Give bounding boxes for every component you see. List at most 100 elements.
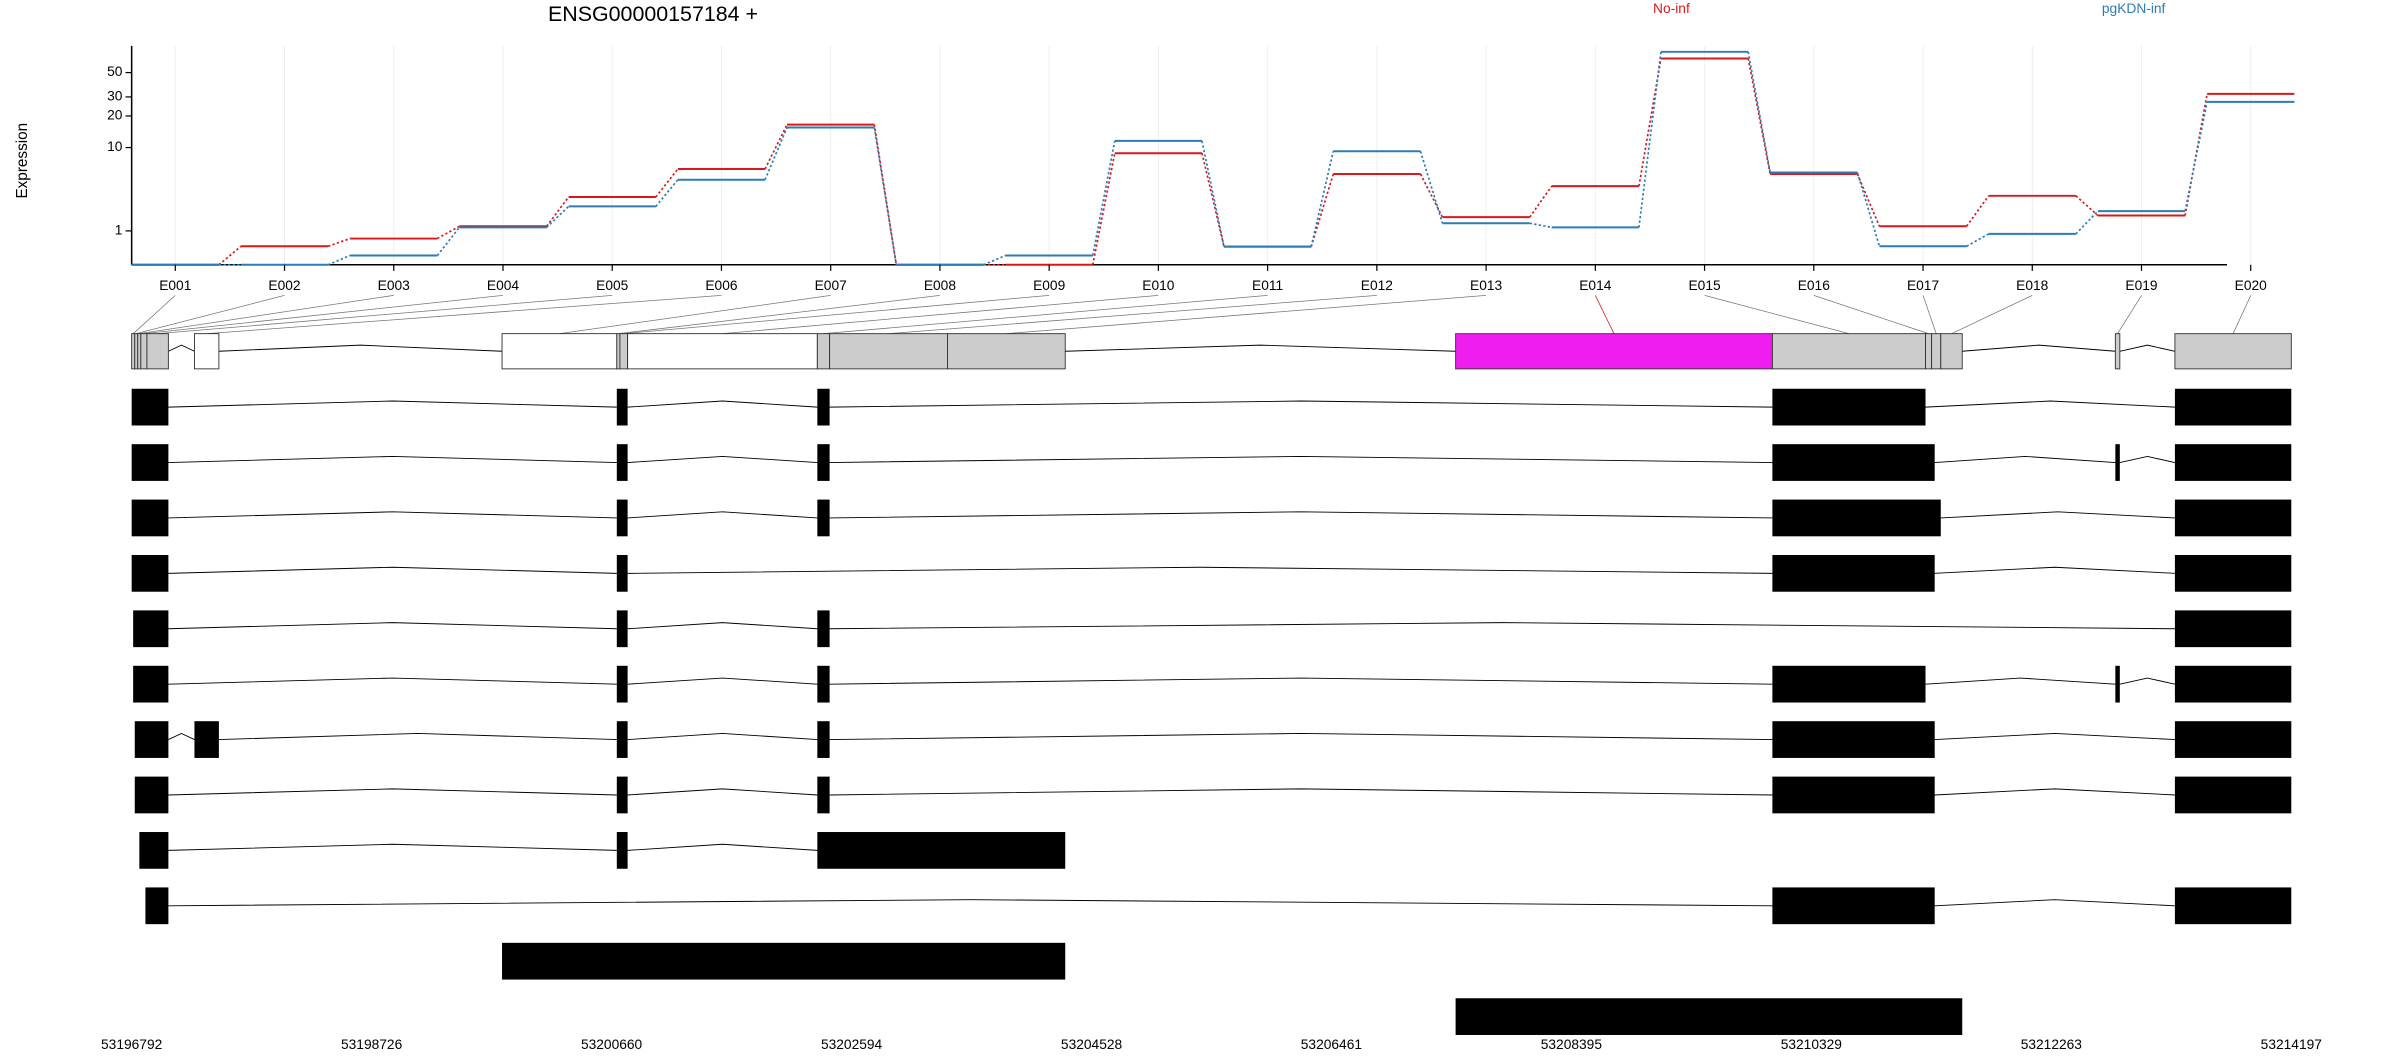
transcript-exon <box>2174 610 2292 648</box>
exon-link <box>136 295 285 335</box>
exon-link <box>206 295 722 335</box>
transcript-intron <box>1934 455 2116 463</box>
exon-link <box>618 295 940 335</box>
exon-label: E001 <box>159 278 191 293</box>
connector <box>545 196 570 227</box>
transcript-intron <box>627 622 818 630</box>
transcript-exon <box>134 776 169 814</box>
transcript-exon <box>616 832 628 869</box>
connector <box>1638 51 1662 228</box>
exon-label: E014 <box>1579 278 1611 293</box>
transcript-exon <box>2174 665 2292 703</box>
transcript-exon <box>2115 444 2120 481</box>
connector <box>436 226 461 256</box>
connector <box>764 127 788 181</box>
y-tick-label: 1 <box>115 223 123 238</box>
connector <box>1419 173 1444 218</box>
exon-link <box>143 295 504 335</box>
transcript-exon <box>131 554 169 592</box>
connector <box>546 205 570 228</box>
exon-link <box>888 295 1377 335</box>
exon-link <box>1006 295 1487 335</box>
exon <box>1931 333 1942 370</box>
transcript-intron <box>168 455 617 463</box>
transcript-intron <box>168 843 617 851</box>
transcript-exon <box>616 444 628 481</box>
transcript-intron <box>168 622 617 630</box>
transcript-intron <box>627 843 818 851</box>
transcript-exon <box>1772 554 1935 592</box>
transcript-intron <box>627 788 818 796</box>
connector <box>2075 195 2099 217</box>
transcript-exon <box>817 776 830 814</box>
transcript-exon <box>1772 887 1935 925</box>
exon <box>137 333 142 370</box>
exon-label: E012 <box>1361 278 1393 293</box>
connector <box>1747 58 1772 175</box>
transcript-exon <box>616 721 628 758</box>
connector <box>1965 195 1990 227</box>
transcript-exon <box>817 721 830 758</box>
connector <box>327 254 351 266</box>
exon <box>816 333 831 370</box>
exon <box>140 333 148 370</box>
transcript-exon <box>1772 499 1941 537</box>
exon-link <box>2117 295 2142 334</box>
transcript-exon <box>139 832 169 869</box>
exon-link <box>722 295 1159 335</box>
transcript-exon <box>1772 721 1935 758</box>
transcript-exon <box>817 832 1066 869</box>
exon <box>1925 333 1933 370</box>
transcript-intron <box>2119 677 2176 685</box>
connector <box>327 237 351 248</box>
connector <box>1310 173 1335 247</box>
exon-label: E017 <box>1907 278 1939 293</box>
transcript-intron <box>168 566 617 574</box>
transcript-exon <box>817 444 830 481</box>
transcript-exon <box>131 499 169 537</box>
exon <box>1940 333 1963 370</box>
exon <box>131 333 136 370</box>
transcript-intron <box>1925 677 2116 685</box>
connector <box>1638 58 1662 187</box>
intron <box>1065 344 1456 352</box>
transcript-intron <box>168 511 617 519</box>
y-tick-label: 50 <box>107 64 123 79</box>
exon-label: E019 <box>2125 278 2157 293</box>
transcript-exon <box>817 610 830 648</box>
intron <box>1962 344 2116 352</box>
transcript-exon <box>616 665 628 703</box>
exon-label: E004 <box>487 278 519 293</box>
transcript-exon <box>194 721 219 758</box>
x-tick-label: 53202594 <box>821 1037 883 1052</box>
transcript-exon <box>1455 998 1963 1035</box>
transcript-exon <box>616 388 628 426</box>
x-tick-label: 53198726 <box>341 1037 403 1052</box>
transcript-intron <box>627 511 818 519</box>
legend-label: No-inf <box>1653 1 1690 16</box>
legend-label: pgKDN-inf <box>2102 1 2166 16</box>
exon <box>193 333 220 370</box>
exon-label: E008 <box>924 278 956 293</box>
transcript-exon <box>616 776 628 814</box>
x-tick-label: 53212263 <box>2021 1037 2083 1052</box>
transcript-intron <box>168 899 1773 907</box>
connector <box>1529 185 1553 218</box>
transcript-intron <box>168 400 617 408</box>
exon <box>2174 333 2292 370</box>
intron <box>2119 344 2176 352</box>
exon-label: E009 <box>1033 278 1065 293</box>
transcript-exon <box>2174 444 2292 481</box>
transcript-exon <box>2174 776 2292 814</box>
transcript-intron <box>627 677 818 685</box>
transcript-intron <box>218 732 617 741</box>
connector <box>1419 151 1444 224</box>
transcript-intron <box>168 677 617 685</box>
connector <box>655 168 679 198</box>
transcript-exon <box>616 554 628 592</box>
connector <box>1856 172 1881 247</box>
x-tick-label: 53208395 <box>1541 1037 1603 1052</box>
transcript-exon <box>2174 388 2292 426</box>
exon-label: E005 <box>596 278 628 293</box>
exon-link <box>623 295 1050 335</box>
